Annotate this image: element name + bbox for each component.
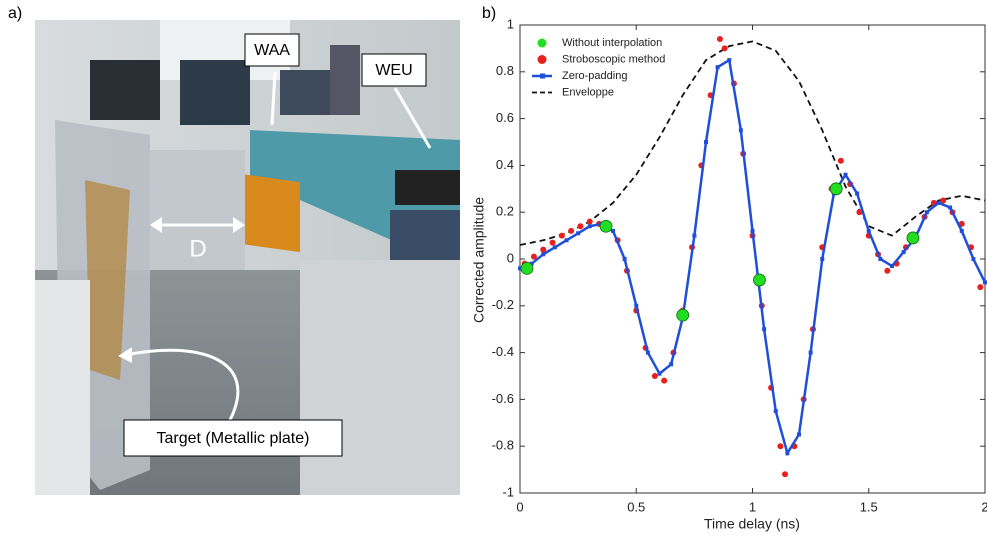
y-tick-label: -0.6 [492, 391, 514, 406]
line-marker [808, 350, 813, 355]
scatter-point [884, 267, 891, 274]
line-marker [704, 140, 708, 144]
y-tick-label: 0.6 [496, 110, 514, 125]
line-marker [820, 257, 825, 261]
line-marker [727, 58, 732, 63]
legend-label: Stroboscopic method [562, 53, 665, 65]
line-marker [657, 371, 662, 376]
y-tick-label: -1 [502, 484, 514, 499]
x-tick-label: 1.5 [860, 499, 878, 514]
legend-swatch [537, 55, 547, 64]
x-tick-label: 2 [981, 499, 987, 514]
scatter-point [599, 219, 613, 233]
line-marker [622, 257, 627, 261]
legend-swatch [540, 73, 545, 79]
weu-label: WEU [375, 62, 412, 79]
line-marker [645, 350, 650, 355]
y-tick-label: 1 [507, 16, 514, 31]
line-marker [785, 451, 790, 456]
scatter-point [661, 377, 668, 384]
y-tick-label: -0.2 [492, 297, 514, 312]
line-marker [669, 362, 674, 367]
line-marker [587, 224, 592, 229]
scatter-point [940, 197, 947, 204]
line-marker [878, 257, 883, 261]
scatter-point [586, 218, 593, 225]
y-tick-label: 0 [507, 250, 514, 265]
legend-label: Zero-padding [562, 70, 627, 82]
scatter-point [549, 239, 556, 246]
line-marker [738, 128, 743, 133]
scatter-point [753, 273, 766, 287]
y-tick-label: 0.8 [496, 63, 514, 78]
line-marker [924, 210, 929, 215]
scatter-point [782, 471, 789, 478]
scatter-point [716, 36, 723, 43]
y-tick-label: 0.2 [496, 204, 514, 219]
scatter-point [558, 232, 565, 239]
line-marker [762, 327, 767, 332]
line-marker [518, 266, 522, 271]
series-line [519, 58, 987, 457]
y-tick-label: -0.8 [492, 438, 514, 453]
line-marker [750, 228, 755, 233]
line-marker [948, 205, 953, 210]
target-label: Target (Metallic plate) [157, 430, 310, 447]
line-marker [855, 191, 860, 196]
scatter-point [577, 223, 584, 230]
scatter-point [777, 443, 784, 450]
x-tick-label: 0 [516, 499, 523, 514]
line-marker [936, 200, 941, 205]
legend-label: Enveloppe [562, 86, 614, 98]
legend-swatch [537, 38, 547, 48]
line-marker [959, 228, 964, 233]
panel-label: b) [482, 5, 496, 22]
y-tick-label: -0.4 [492, 344, 514, 359]
line-marker [890, 264, 894, 269]
panel-label: a) [8, 5, 22, 22]
line-marker [971, 257, 976, 261]
scatter-point [906, 231, 920, 245]
scatter-point [721, 45, 728, 52]
scatter-point [520, 261, 534, 275]
scatter-point [530, 253, 537, 260]
scatter-point [651, 373, 658, 379]
line-marker [901, 249, 906, 254]
waa-label: WAA [254, 42, 290, 59]
scatter-point [837, 157, 844, 164]
line-marker [576, 231, 581, 236]
line-marker [773, 409, 778, 414]
line-marker [797, 432, 801, 437]
series-line [519, 40, 986, 246]
line-marker [983, 280, 987, 285]
photo [35, 20, 460, 495]
distance-label: D [189, 235, 206, 262]
scatter-point [540, 246, 547, 253]
line-marker [715, 65, 720, 70]
scatter-point [676, 308, 690, 322]
line-marker [634, 303, 639, 308]
line-marker [611, 228, 615, 233]
line-marker [564, 238, 569, 243]
x-tick-label: 1 [749, 499, 756, 514]
line-marker [692, 233, 697, 238]
line-marker [866, 228, 871, 233]
scatter-point [829, 182, 843, 196]
line-marker [541, 252, 546, 257]
y-axis-label: Corrected amplitude [471, 197, 487, 323]
scatter-point [856, 209, 863, 216]
line-marker [843, 172, 848, 177]
line-marker [529, 261, 534, 266]
line-marker [552, 245, 557, 250]
x-axis-label: Time delay (ns) [704, 516, 800, 532]
y-tick-label: 0.4 [496, 157, 514, 172]
x-tick-label: 0.5 [627, 499, 645, 514]
scatter-point [977, 284, 984, 291]
legend-label: Without interpolation [562, 37, 662, 49]
scatter-point [568, 227, 575, 234]
